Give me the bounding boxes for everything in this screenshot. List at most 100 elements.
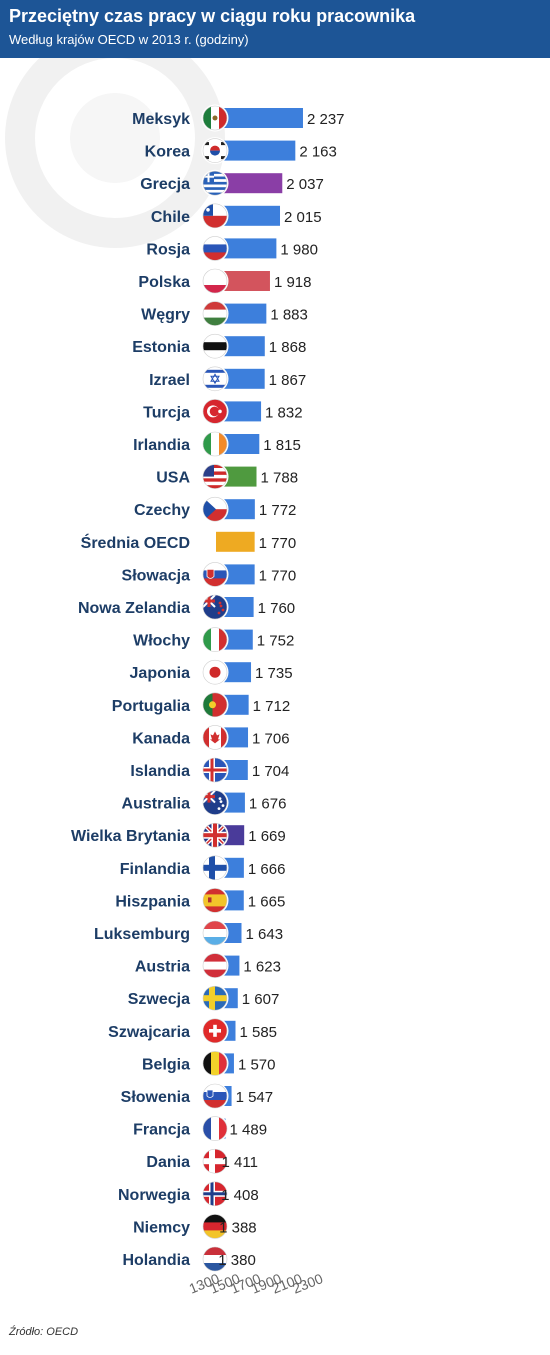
bar-row-niemcy: Niemcy 1 388 [133,1212,257,1240]
greece-flag-icon [201,169,229,197]
bar [216,303,267,324]
category-label: Rosja [146,241,190,258]
category-label: Australia [122,796,191,813]
bar-row-wlochy: Włochy 1 752 [133,626,295,654]
bar-row-norwegia: Norwegia 1 408 [118,1180,259,1208]
bar [216,238,277,259]
turkey-flag-icon [201,397,229,425]
category-label: Holandia [122,1252,190,1269]
usa-flag-icon [201,463,229,491]
bar-row-dania: Dania 1 411 [146,1147,258,1175]
category-label: Polska [138,274,190,291]
value-label: 1 380 [218,1252,256,1269]
bar-row-nowa-zelandia: Nowa Zelandia 1 760 [78,593,295,621]
category-label: Czechy [134,502,190,519]
bar [216,173,283,194]
bar-row-islandia: Islandia 1 704 [130,756,289,784]
bar [216,205,281,226]
value-label: 2 037 [286,176,324,193]
value-label: 1 388 [219,1219,257,1236]
bar-row-irlandia: Irlandia 1 815 [133,430,301,458]
bar-chart: Meksyk 2 237 Korea 2 163 Grecja 2 037 Chile 2 0… [5,58,345,1297]
value-label: 1 676 [249,796,287,813]
value-label: 1 770 [259,535,297,552]
value-label: 1 585 [239,1024,277,1041]
category-label: Włochy [133,633,190,650]
bar-row-belgia: Belgia 1 570 [142,1049,275,1077]
slovenia-flag-icon [201,1082,229,1110]
category-label: Wielka Brytania [71,828,190,845]
slovakia-flag-icon [201,560,229,588]
bar-row-japonia: Japonia 1 735 [130,658,293,686]
value-label: 2 163 [299,144,337,161]
iceland-flag-icon [201,756,229,784]
value-label: 2 015 [284,209,322,226]
value-label: 1 712 [253,698,291,715]
canada-flag-icon [201,723,229,751]
bar-rows: Meksyk 2 237 Korea 2 163 Grecja 2 037 Chile 2 0… [71,104,345,1273]
switzerland-flag-icon [201,1017,229,1045]
chile-flag-icon [201,202,229,230]
new-zealand-flag-icon [201,593,229,621]
category-label: Islandia [130,763,190,780]
value-label: 1 752 [257,633,295,650]
sweden-flag-icon [201,984,229,1012]
category-label: Finlandia [120,861,190,878]
chart-title: Przeciętny czas pracy w ciągu roku praco… [9,6,416,26]
category-label: Szwecja [128,991,190,1008]
ireland-flag-icon [201,430,229,458]
value-label: 1 623 [243,959,281,976]
value-label: 1 489 [230,1122,268,1139]
bar-row-holandia: Holandia 1 380 [122,1245,256,1273]
bar [216,140,296,161]
bar-row-szwecja: Szwecja 1 607 [128,984,279,1012]
bar-row-slowenia: Słowenia 1 547 [121,1082,274,1110]
category-label: Słowacja [122,567,191,584]
category-label: Izrael [149,372,190,389]
france-flag-icon [201,1115,229,1143]
belgium-flag-icon [201,1049,229,1077]
category-label: Średnia OECD [81,533,190,552]
south-korea-flag-icon [201,137,229,165]
value-label: 1 883 [270,307,308,324]
mexico-flag-icon [201,104,229,132]
category-label: Nowa Zelandia [78,600,190,617]
japan-flag-icon [201,658,229,686]
value-label: 1 547 [236,1089,274,1106]
category-label: Portugalia [112,698,190,715]
value-label: 1 788 [261,470,299,487]
bar-row-usa: USA 1 788 [156,463,299,491]
italy-flag-icon [201,626,229,654]
uk-flag-icon [201,821,229,849]
value-label: 1 980 [280,241,318,258]
source-note: Źródło: OECD [9,1326,79,1338]
austria-flag-icon [201,952,229,980]
value-label: 1 770 [259,567,297,584]
poland-flag-icon [201,267,229,295]
category-label: Japonia [130,665,191,682]
bar-row-srednia-oecd: Średnia OECD 1 770 [81,531,297,552]
bar-row-meksyk: Meksyk 2 237 [132,104,345,132]
israel-flag-icon [201,365,229,393]
bar-row-kanada: Kanada 1 706 [132,723,290,751]
chart-subtitle: Według krajów OECD w 2013 r. (godziny) [9,32,249,47]
category-label: Korea [145,144,190,161]
value-label: 1 669 [248,828,286,845]
category-label: Kanada [132,730,190,747]
category-label: Chile [151,209,190,226]
russia-flag-icon [201,234,229,262]
bar-row-wegry: Węgry 1 883 [141,300,308,328]
category-label: Belgia [142,1056,190,1073]
bar-row-turcja: Turcja 1 832 [143,397,303,425]
bar-row-francja: Francja 1 489 [133,1115,268,1143]
category-label: Turcja [143,404,190,421]
category-label: Meksyk [132,111,190,128]
category-label: Szwajcaria [108,1024,190,1041]
finland-flag-icon [201,854,229,882]
value-label: 1 665 [248,893,286,910]
luxembourg-flag-icon [201,919,229,947]
germany-flag-icon [201,1212,229,1240]
bar-row-czechy: Czechy 1 772 [134,495,296,523]
value-label: 1 643 [246,926,284,943]
